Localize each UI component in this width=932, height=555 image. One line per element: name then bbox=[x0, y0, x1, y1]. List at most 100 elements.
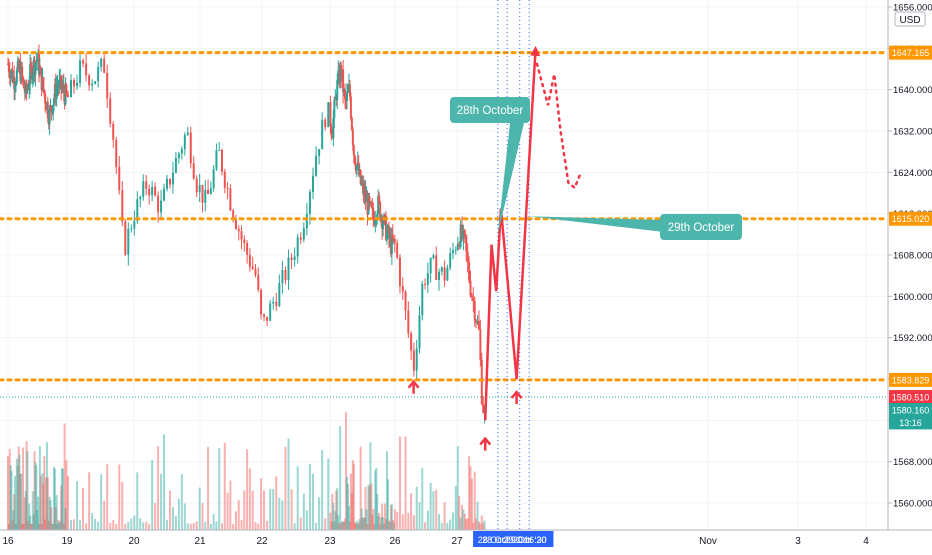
volume-bar bbox=[342, 521, 345, 530]
volume-bar bbox=[192, 523, 195, 530]
candle-body bbox=[352, 145, 355, 156]
volume-bar bbox=[112, 520, 115, 530]
candle-body bbox=[232, 210, 235, 219]
candle-body bbox=[157, 195, 160, 213]
volume-bar bbox=[364, 486, 367, 530]
candle-body bbox=[35, 61, 38, 64]
volume-bar bbox=[296, 466, 299, 530]
candle-body bbox=[332, 118, 335, 139]
volume-bar bbox=[269, 488, 272, 530]
projection-lines bbox=[483, 45, 583, 421]
volume-bar bbox=[382, 517, 385, 530]
time-axis[interactable] bbox=[0, 530, 888, 550]
candle-body bbox=[357, 162, 360, 175]
candle-body bbox=[186, 132, 189, 135]
volume-bar bbox=[353, 522, 356, 530]
volume-bar bbox=[53, 466, 56, 530]
volume-bar bbox=[106, 464, 109, 530]
volume-bar bbox=[100, 474, 103, 530]
volume-bar bbox=[462, 509, 465, 530]
price-tick-label: 1624.000 bbox=[893, 168, 932, 179]
candle-body bbox=[355, 165, 358, 171]
volume-bar bbox=[336, 487, 339, 530]
volume-bar bbox=[463, 513, 466, 530]
volume-bar bbox=[19, 473, 22, 530]
volume-bar bbox=[468, 456, 471, 530]
candle-body bbox=[407, 310, 410, 334]
candle-body bbox=[25, 84, 28, 92]
candle-body bbox=[121, 190, 124, 222]
currency-badge[interactable] bbox=[894, 11, 926, 27]
volume-bar bbox=[7, 523, 10, 530]
volume-bar bbox=[472, 522, 475, 530]
time-tick-label: Nov bbox=[699, 536, 717, 547]
volume-bar bbox=[469, 466, 472, 530]
volume-bar bbox=[21, 523, 24, 530]
candle-body bbox=[468, 262, 471, 281]
volume-bar bbox=[451, 512, 454, 530]
volume-bar bbox=[401, 514, 404, 530]
candle-body bbox=[305, 213, 308, 229]
volume-bar bbox=[426, 510, 429, 530]
volume-bar bbox=[385, 518, 388, 530]
candle-body bbox=[64, 84, 67, 105]
volume-bar bbox=[331, 493, 334, 530]
candle-body bbox=[127, 228, 130, 255]
volume-bar bbox=[26, 451, 29, 530]
candle-body bbox=[377, 195, 380, 214]
volume-bar bbox=[372, 509, 375, 530]
volume-bar bbox=[61, 468, 64, 530]
candle-body bbox=[37, 52, 40, 75]
volume-bar bbox=[480, 515, 483, 530]
candle-body bbox=[393, 238, 396, 243]
volume-bar bbox=[346, 476, 349, 530]
price-tag bbox=[889, 403, 932, 417]
volume-bar bbox=[136, 472, 139, 530]
volume-bar bbox=[34, 462, 37, 530]
volume-bar bbox=[16, 465, 19, 530]
volume-bar bbox=[91, 513, 94, 530]
bounce-arrow-head bbox=[479, 436, 492, 446]
volume-bar bbox=[251, 490, 254, 530]
volume-bar bbox=[65, 460, 68, 530]
candlesticks bbox=[7, 44, 486, 424]
volume-bar bbox=[51, 523, 54, 530]
price-axis[interactable] bbox=[888, 0, 932, 530]
candle-body bbox=[207, 189, 210, 194]
candle-body bbox=[367, 195, 370, 215]
candle-body bbox=[30, 65, 33, 80]
candle-body bbox=[346, 90, 349, 93]
projection-dotted-path bbox=[535, 62, 583, 190]
candle-body bbox=[404, 291, 407, 311]
level-price-label: 1583.829 bbox=[892, 375, 930, 385]
volume-bar bbox=[366, 523, 369, 530]
candle-body bbox=[284, 269, 287, 281]
candle-body bbox=[350, 117, 353, 130]
candle-body bbox=[180, 149, 183, 154]
candle-body bbox=[160, 200, 163, 213]
candle-body bbox=[82, 60, 85, 64]
volume-bar bbox=[30, 523, 33, 530]
candle-body bbox=[364, 190, 367, 202]
candle-body bbox=[145, 181, 148, 189]
volume-bar bbox=[79, 520, 82, 530]
candle-body bbox=[76, 82, 79, 87]
candle-body bbox=[55, 86, 58, 99]
volume-bar bbox=[183, 503, 186, 530]
volume-bar bbox=[374, 470, 377, 530]
candle-body bbox=[73, 80, 76, 87]
volume-bar bbox=[305, 510, 308, 530]
volume-bar bbox=[166, 519, 168, 530]
volume-bar bbox=[28, 503, 31, 530]
volume-bar bbox=[377, 516, 380, 530]
volume-bar bbox=[229, 480, 232, 530]
candle-body bbox=[263, 314, 266, 317]
candle-body bbox=[34, 63, 37, 76]
volume-bar bbox=[232, 523, 235, 530]
volume-bar bbox=[41, 473, 44, 530]
volume-bar bbox=[299, 517, 302, 530]
candle-body bbox=[46, 102, 49, 119]
